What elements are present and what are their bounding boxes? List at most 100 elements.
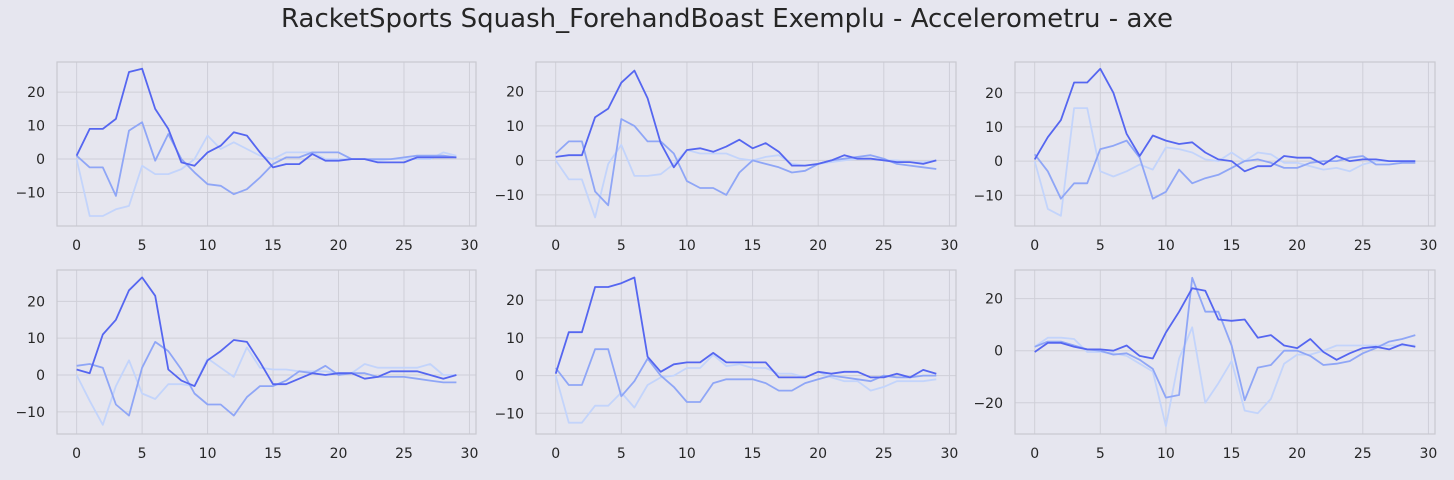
x-tick-label: 0 [72, 238, 81, 254]
x-tick-label: 0 [72, 446, 81, 462]
y-tick-label: −10 [973, 188, 1003, 204]
axes-frame [535, 269, 957, 435]
subplot-5: 0 5 10 15 20 25 30 −10 0 10 20 [494, 269, 959, 462]
x-tick-label: 25 [1354, 446, 1372, 462]
series-line-1 [75, 67, 457, 169]
series-line-1 [555, 69, 937, 169]
subplot-1: 0 5 10 15 20 25 30 −10 0 10 20 [15, 61, 479, 254]
x-tick-label: 25 [1354, 238, 1372, 254]
series-line-3 [1033, 107, 1416, 217]
x-tick-label: 10 [1157, 446, 1175, 462]
y-tick-label: 10 [985, 120, 1003, 136]
y-tick-label: 10 [27, 331, 45, 347]
x-tick-label: 15 [1223, 238, 1241, 254]
x-tick-label: 25 [395, 238, 413, 254]
y-tick-label: 0 [515, 153, 524, 169]
x-tick-label: 10 [199, 446, 217, 462]
y-tick-label: 20 [27, 294, 45, 310]
x-tick-label: 20 [809, 238, 827, 254]
series-line-2 [554, 348, 937, 403]
x-tick-label: 5 [138, 446, 147, 462]
axes-frame [535, 61, 957, 227]
y-tick-label: 0 [515, 369, 524, 385]
x-tick-label: 15 [264, 446, 282, 462]
series-line-1 [76, 276, 457, 388]
x-tick-label: 0 [1030, 446, 1039, 462]
plot-area [1015, 62, 1435, 226]
y-tick-label: −10 [15, 186, 45, 202]
x-tick-label: 5 [1096, 238, 1105, 254]
x-tick-label: 30 [461, 238, 479, 254]
x-tick-label: 15 [744, 238, 762, 254]
x-tick-label: 15 [1223, 446, 1241, 462]
y-tick-label: 10 [506, 331, 524, 347]
y-tick-label: 10 [506, 119, 524, 135]
axes-frame [56, 61, 477, 227]
y-tick-label: 20 [27, 85, 45, 101]
x-tick-label: 15 [264, 238, 282, 254]
series-line-2 [1034, 276, 1416, 402]
x-tick-label: 30 [941, 446, 959, 462]
plot-area [57, 62, 476, 226]
plot-area [57, 270, 476, 434]
x-tick-label: 30 [461, 446, 479, 462]
y-tick-label: −20 [973, 396, 1003, 412]
y-tick-label: 0 [36, 368, 45, 384]
figure-title: RacketSports Squash_ForehandBoast Exempl… [281, 4, 1173, 34]
y-tick-label: 10 [27, 119, 45, 135]
series-line-3 [554, 353, 937, 424]
y-tick-label: 0 [36, 152, 45, 168]
series-line-2 [1033, 139, 1416, 200]
y-tick-label: 0 [994, 154, 1003, 170]
series-line-2 [555, 118, 937, 207]
y-tick-label: 20 [985, 292, 1003, 308]
series-line-2 [76, 121, 457, 197]
series-line-1 [1033, 67, 1416, 173]
axes-frame [1014, 269, 1436, 435]
x-tick-label: 20 [809, 446, 827, 462]
plot-area [536, 270, 956, 434]
x-tick-label: 30 [941, 238, 959, 254]
x-tick-label: 20 [330, 446, 348, 462]
x-tick-label: 5 [138, 238, 147, 254]
x-tick-label: 20 [1288, 238, 1306, 254]
x-tick-label: 0 [1030, 238, 1039, 254]
y-tick-label: 0 [994, 344, 1003, 360]
subplot-4: 0 5 10 15 20 25 30 −10 0 10 20 [15, 269, 479, 462]
series-line-2 [76, 340, 457, 417]
x-tick-label: 20 [1288, 446, 1306, 462]
subplot-2: 0 5 10 15 20 25 30 −10 0 10 20 [494, 61, 959, 254]
subplot-6: 0 5 10 15 20 25 30 −20 0 20 [973, 269, 1438, 462]
series-line-3 [75, 346, 457, 426]
x-tick-label: 20 [330, 238, 348, 254]
x-tick-label: 25 [875, 238, 893, 254]
x-tick-label: 25 [395, 446, 413, 462]
plot-area [1015, 270, 1435, 434]
x-tick-label: 25 [875, 446, 893, 462]
x-tick-label: 10 [678, 446, 696, 462]
x-tick-label: 5 [1096, 446, 1105, 462]
subplot-3: 0 5 10 15 20 25 30 −10 0 10 20 [973, 61, 1438, 254]
x-tick-label: 0 [551, 446, 560, 462]
series-line-3 [1034, 326, 1416, 428]
x-tick-label: 10 [678, 238, 696, 254]
y-tick-label: −10 [15, 405, 45, 421]
y-tick-label: 20 [506, 84, 524, 100]
series-line-1 [554, 276, 937, 379]
x-tick-label: 5 [617, 238, 626, 254]
x-tick-label: 30 [1420, 238, 1438, 254]
x-tick-label: 0 [551, 238, 560, 254]
axes-frame [56, 269, 477, 435]
x-tick-label: 5 [617, 446, 626, 462]
y-tick-label: −10 [494, 188, 524, 204]
x-tick-label: 10 [1157, 238, 1175, 254]
y-tick-label: 20 [506, 293, 524, 309]
axes-frame [1014, 61, 1436, 227]
x-tick-label: 30 [1420, 446, 1438, 462]
y-tick-label: −10 [494, 406, 524, 422]
y-tick-label: 20 [985, 86, 1003, 102]
x-tick-label: 10 [199, 238, 217, 254]
series-line-1 [1034, 287, 1416, 361]
